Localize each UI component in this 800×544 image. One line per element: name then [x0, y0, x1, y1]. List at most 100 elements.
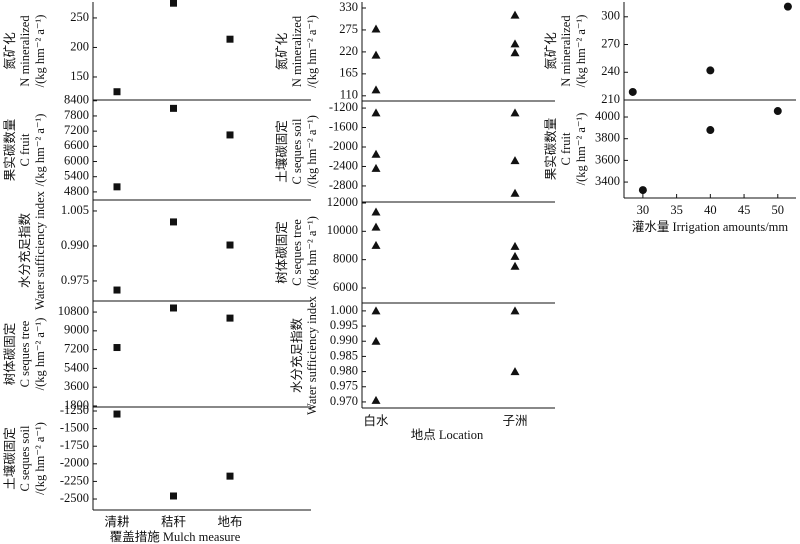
y-tick-label: 0.990: [61, 238, 89, 252]
marker: [510, 261, 520, 270]
marker: [170, 304, 177, 312]
y-axis-label: /(kg hm⁻² a⁻¹): [33, 318, 47, 391]
marker: [628, 87, 637, 96]
y-tick-label: -2000: [329, 139, 358, 153]
marker: [371, 85, 381, 94]
y-tick-label: 7800: [64, 108, 89, 122]
y-tick-label: 1.000: [330, 303, 358, 317]
y-tick-label: -2000: [60, 456, 89, 470]
y-tick-label: 3600: [64, 379, 89, 393]
y-tick-label: 6000: [64, 153, 89, 167]
marker: [706, 66, 715, 75]
marker: [113, 286, 121, 294]
y-tick-label: -2250: [60, 473, 89, 487]
marker: [371, 240, 381, 249]
y-tick-label: 330: [339, 0, 358, 14]
y-tick-label: 4800: [64, 184, 89, 198]
x-axis-label: 灌水量 Irrigation amounts/mm: [632, 220, 789, 234]
y-tick-label: -2500: [60, 491, 89, 505]
y-tick-label: 275: [339, 22, 358, 36]
marker: [113, 410, 121, 418]
x-tick-label: 35: [670, 203, 683, 217]
y-tick-label: -1250: [60, 403, 89, 417]
y-axis-label: C fruit: [18, 133, 32, 167]
marker: [226, 241, 234, 249]
y-axis-label: N mineralized: [559, 15, 573, 87]
x-tick-label: 秸秆: [161, 515, 186, 529]
marker: [510, 39, 520, 48]
y-tick-label: -1600: [329, 119, 358, 133]
y-tick-label: 210: [601, 92, 620, 106]
y-axis-label: /(kg hm⁻² a⁻¹): [305, 15, 319, 88]
y-tick-label: -2400: [329, 158, 358, 172]
marker: [226, 314, 234, 322]
marker: [170, 104, 177, 112]
x-axis-label: 地点 Location: [411, 428, 484, 442]
y-tick-label: 6000: [333, 280, 358, 294]
y-tick-label: 9000: [64, 323, 89, 337]
marker: [226, 472, 234, 480]
y-axis-label: 树体碳固定: [2, 323, 17, 386]
y-axis-label: /(kg hm⁻² a⁻¹): [33, 114, 47, 187]
y-tick-label: 7200: [64, 341, 89, 355]
y-axis-label: /(kg hm⁻² a⁻¹): [305, 216, 319, 289]
y-tick-label: 7200: [64, 123, 89, 137]
marker: [371, 50, 381, 59]
y-tick-label: 0.975: [61, 273, 89, 287]
x-tick-label: 50: [772, 203, 785, 217]
y-tick-label: -1200: [329, 100, 358, 114]
y-axis-label: /(kg hm⁻² a⁻¹): [574, 113, 588, 186]
marker: [510, 156, 520, 165]
y-axis-label: N mineralized: [18, 15, 32, 87]
y-axis-label: N mineralized: [290, 15, 304, 87]
marker: [510, 241, 520, 250]
y-axis-label: 水分充足指数: [289, 318, 304, 394]
y-tick-label: 10000: [327, 223, 358, 237]
y-axis-label: /(kg hm⁻² a⁻¹): [574, 15, 588, 88]
y-axis-label: C seques tree: [18, 320, 32, 387]
y-tick-label: 240: [601, 64, 620, 78]
marker: [510, 108, 520, 117]
marker: [371, 24, 381, 33]
y-tick-label: 12000: [327, 195, 358, 209]
y-tick-label: 0.970: [330, 394, 358, 408]
y-tick-label: 5400: [64, 360, 89, 374]
y-axis-label: /(kg hm⁻² a⁻¹): [33, 422, 47, 495]
x-tick-label: 40: [704, 203, 717, 217]
marker: [773, 107, 782, 116]
marker: [113, 88, 121, 96]
y-tick-label: 0.980: [330, 363, 358, 377]
x-axis-label: 覆盖措施 Mulch measure: [110, 530, 241, 544]
y-axis-label: C fruit: [559, 132, 573, 166]
marker: [510, 10, 520, 19]
y-tick-label: 0.990: [330, 333, 358, 347]
marker: [226, 131, 234, 139]
y-axis-label: 氮矿化: [543, 32, 558, 70]
y-tick-label: 0.985: [330, 348, 358, 362]
y-axis-label: C seques tree: [290, 219, 304, 286]
y-tick-label: 3600: [595, 152, 620, 166]
y-axis-label: Water sufficiency index: [305, 295, 319, 415]
marker: [113, 183, 121, 191]
y-tick-label: 10800: [58, 304, 89, 318]
marker: [510, 188, 520, 197]
y-axis-label: 果实碳数量: [543, 118, 558, 181]
marker: [510, 306, 520, 315]
marker: [783, 2, 792, 11]
marker: [510, 251, 520, 260]
marker: [113, 344, 121, 352]
y-tick-label: 3400: [595, 174, 620, 188]
marker: [371, 222, 381, 231]
y-tick-label: 270: [601, 36, 620, 50]
y-tick-label: 4000: [595, 109, 620, 123]
y-axis-label: 果实碳数量: [2, 119, 17, 182]
y-tick-label: 165: [339, 66, 358, 80]
x-tick-label: 白水: [363, 413, 389, 428]
y-tick-label: 300: [601, 9, 620, 23]
marker: [510, 48, 520, 57]
marker: [226, 35, 234, 43]
marker: [170, 0, 177, 7]
y-tick-label: 0.995: [330, 318, 358, 332]
y-tick-label: 6600: [64, 138, 89, 152]
